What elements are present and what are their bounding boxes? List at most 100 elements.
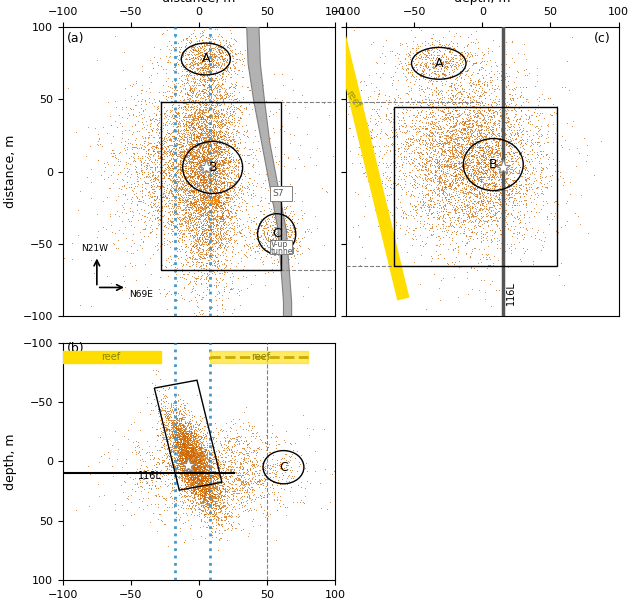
Point [194, 158, 204, 167]
Point [429, 59, 439, 69]
Point [218, 134, 228, 144]
Point [183, 469, 193, 478]
Point [493, 115, 503, 125]
Point [162, 148, 172, 158]
Point [187, 143, 197, 152]
Point [210, 145, 220, 155]
Point [218, 204, 228, 214]
Point [198, 187, 208, 196]
Point [212, 306, 222, 315]
Point [153, 205, 163, 215]
Point [202, 184, 212, 193]
Point [440, 173, 450, 183]
Point [274, 201, 284, 211]
Point [164, 454, 174, 464]
Point [221, 115, 231, 125]
Point [409, 161, 420, 170]
Point [196, 172, 206, 182]
Point [217, 509, 227, 518]
Point [236, 228, 246, 238]
Point [487, 80, 497, 89]
Point [458, 219, 468, 229]
Point [192, 240, 202, 250]
Point [175, 136, 185, 146]
Point [267, 197, 277, 207]
Point [217, 426, 227, 435]
Point [286, 467, 296, 477]
Point [195, 127, 205, 137]
Point [190, 104, 200, 114]
Point [158, 432, 168, 442]
Point [478, 73, 488, 83]
Point [194, 199, 204, 209]
Point [212, 243, 222, 252]
Point [251, 449, 261, 458]
Point [418, 52, 428, 62]
Point [205, 157, 215, 167]
Point [181, 452, 191, 461]
Point [187, 448, 197, 457]
Point [161, 255, 171, 265]
Point [210, 468, 220, 478]
Point [263, 443, 273, 452]
Point [189, 466, 199, 476]
Point [168, 218, 178, 228]
Point [464, 146, 474, 155]
Point [190, 185, 200, 194]
Point [173, 501, 183, 510]
Point [224, 158, 234, 167]
Point [521, 164, 531, 173]
Point [186, 185, 196, 194]
Point [200, 421, 210, 431]
Point [183, 463, 193, 473]
Point [439, 48, 449, 57]
Point [484, 171, 494, 181]
Point [490, 147, 500, 157]
Point [459, 198, 469, 208]
Point [205, 482, 215, 492]
Point [183, 225, 193, 234]
Point [231, 130, 241, 140]
Point [401, 50, 411, 59]
Point [218, 112, 228, 122]
Point [176, 445, 186, 454]
Point [477, 220, 487, 230]
Point [450, 243, 460, 253]
Point [516, 191, 526, 201]
Point [187, 473, 197, 483]
Point [521, 179, 531, 189]
Point [177, 195, 187, 205]
Point [167, 440, 177, 450]
Point [181, 104, 192, 114]
Point [198, 184, 208, 193]
Point [449, 129, 459, 139]
Point [187, 141, 197, 150]
Point [206, 497, 216, 507]
Point [458, 174, 468, 184]
Point [185, 112, 195, 122]
Point [137, 191, 147, 201]
Point [198, 190, 208, 199]
Point [532, 182, 542, 192]
Point [272, 495, 282, 505]
Point [200, 496, 210, 506]
Point [212, 467, 222, 477]
Point [179, 196, 189, 206]
Point [207, 202, 217, 212]
Point [438, 123, 448, 132]
Point [450, 215, 460, 225]
Point [176, 447, 187, 457]
Point [416, 165, 426, 175]
Point [523, 114, 533, 123]
Point [186, 445, 196, 454]
Point [347, 222, 357, 232]
Point [185, 245, 195, 255]
Point [445, 162, 455, 172]
Point [393, 53, 403, 63]
Point [365, 130, 376, 140]
Point [440, 146, 450, 156]
Point [197, 190, 207, 199]
Point [409, 176, 420, 186]
Point [183, 101, 193, 111]
Point [193, 128, 203, 138]
